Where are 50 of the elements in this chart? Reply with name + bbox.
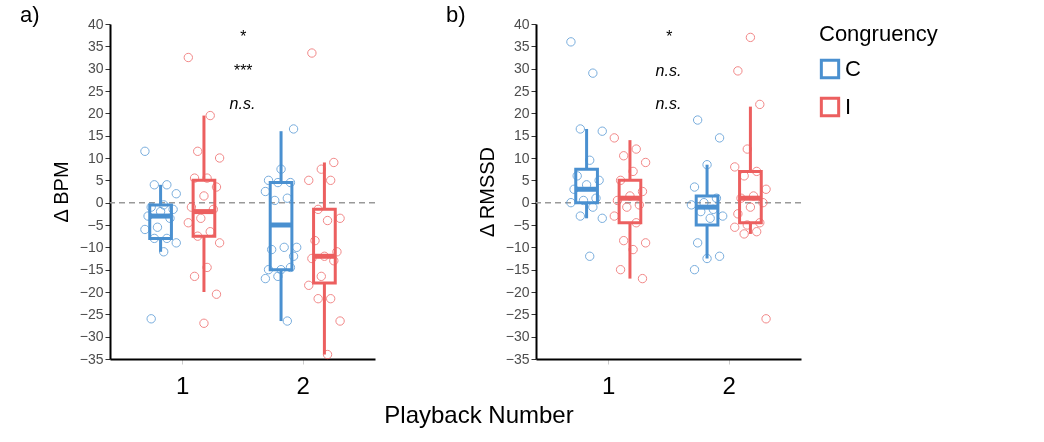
y-tick-label: 35 xyxy=(513,37,530,54)
x-tick-label: 2 xyxy=(722,371,736,399)
x-axis-title: Playback Number xyxy=(384,401,574,428)
annotation: * xyxy=(665,28,673,46)
annotation: n.s. xyxy=(655,61,682,79)
y-tick-label: −25 xyxy=(79,305,104,322)
legend-title: Congruency xyxy=(819,21,938,46)
y-tick-label: 40 xyxy=(513,15,530,32)
y-tick-label: −15 xyxy=(79,261,104,278)
y-tick-label: −5 xyxy=(513,216,530,233)
y-tick-label: −30 xyxy=(79,328,104,345)
y-tick-label: −20 xyxy=(79,283,104,300)
y-tick-label: 30 xyxy=(87,60,104,77)
chart-title: b) xyxy=(446,2,466,27)
y-tick-label: −10 xyxy=(505,238,530,255)
y-axis-title: Δ BPM xyxy=(49,161,72,223)
legend-label: I xyxy=(845,94,852,119)
y-tick-label: 40 xyxy=(87,15,104,32)
y-tick-label: 5 xyxy=(95,171,104,188)
y-tick-label: −30 xyxy=(505,328,530,345)
annotation: n.s. xyxy=(229,95,256,113)
y-tick-label: −25 xyxy=(505,305,530,322)
y-tick-label: 0 xyxy=(521,194,530,211)
y-tick-label: 20 xyxy=(513,104,530,121)
y-tick-label: −35 xyxy=(505,350,530,367)
legend-label: C xyxy=(845,56,861,81)
x-tick-label: 1 xyxy=(176,371,190,399)
y-tick-label: −5 xyxy=(87,216,104,233)
annotation: * xyxy=(239,28,247,46)
y-tick-label: 0 xyxy=(95,194,104,211)
y-tick-label: 30 xyxy=(513,60,530,77)
y-tick-label: 35 xyxy=(87,37,104,54)
y-tick-label: −35 xyxy=(79,350,104,367)
y-tick-label: −20 xyxy=(505,283,530,300)
y-tick-label: 10 xyxy=(513,149,530,166)
x-tick-label: 1 xyxy=(602,371,616,399)
y-tick-label: 5 xyxy=(521,171,530,188)
y-tick-label: 10 xyxy=(87,149,104,166)
y-tick-label: 15 xyxy=(87,127,104,144)
y-tick-label: −15 xyxy=(505,261,530,278)
x-tick-label: 2 xyxy=(296,371,310,399)
annotation: n.s. xyxy=(655,95,682,113)
y-axis-title: Δ RMSSD xyxy=(475,146,498,238)
annotation: *** xyxy=(233,61,253,79)
y-tick-label: 25 xyxy=(513,82,530,99)
y-tick-label: 25 xyxy=(87,82,104,99)
chart-title: a) xyxy=(20,2,40,27)
y-tick-label: 20 xyxy=(87,104,104,121)
y-tick-label: −10 xyxy=(79,238,104,255)
y-tick-label: 15 xyxy=(513,127,530,144)
